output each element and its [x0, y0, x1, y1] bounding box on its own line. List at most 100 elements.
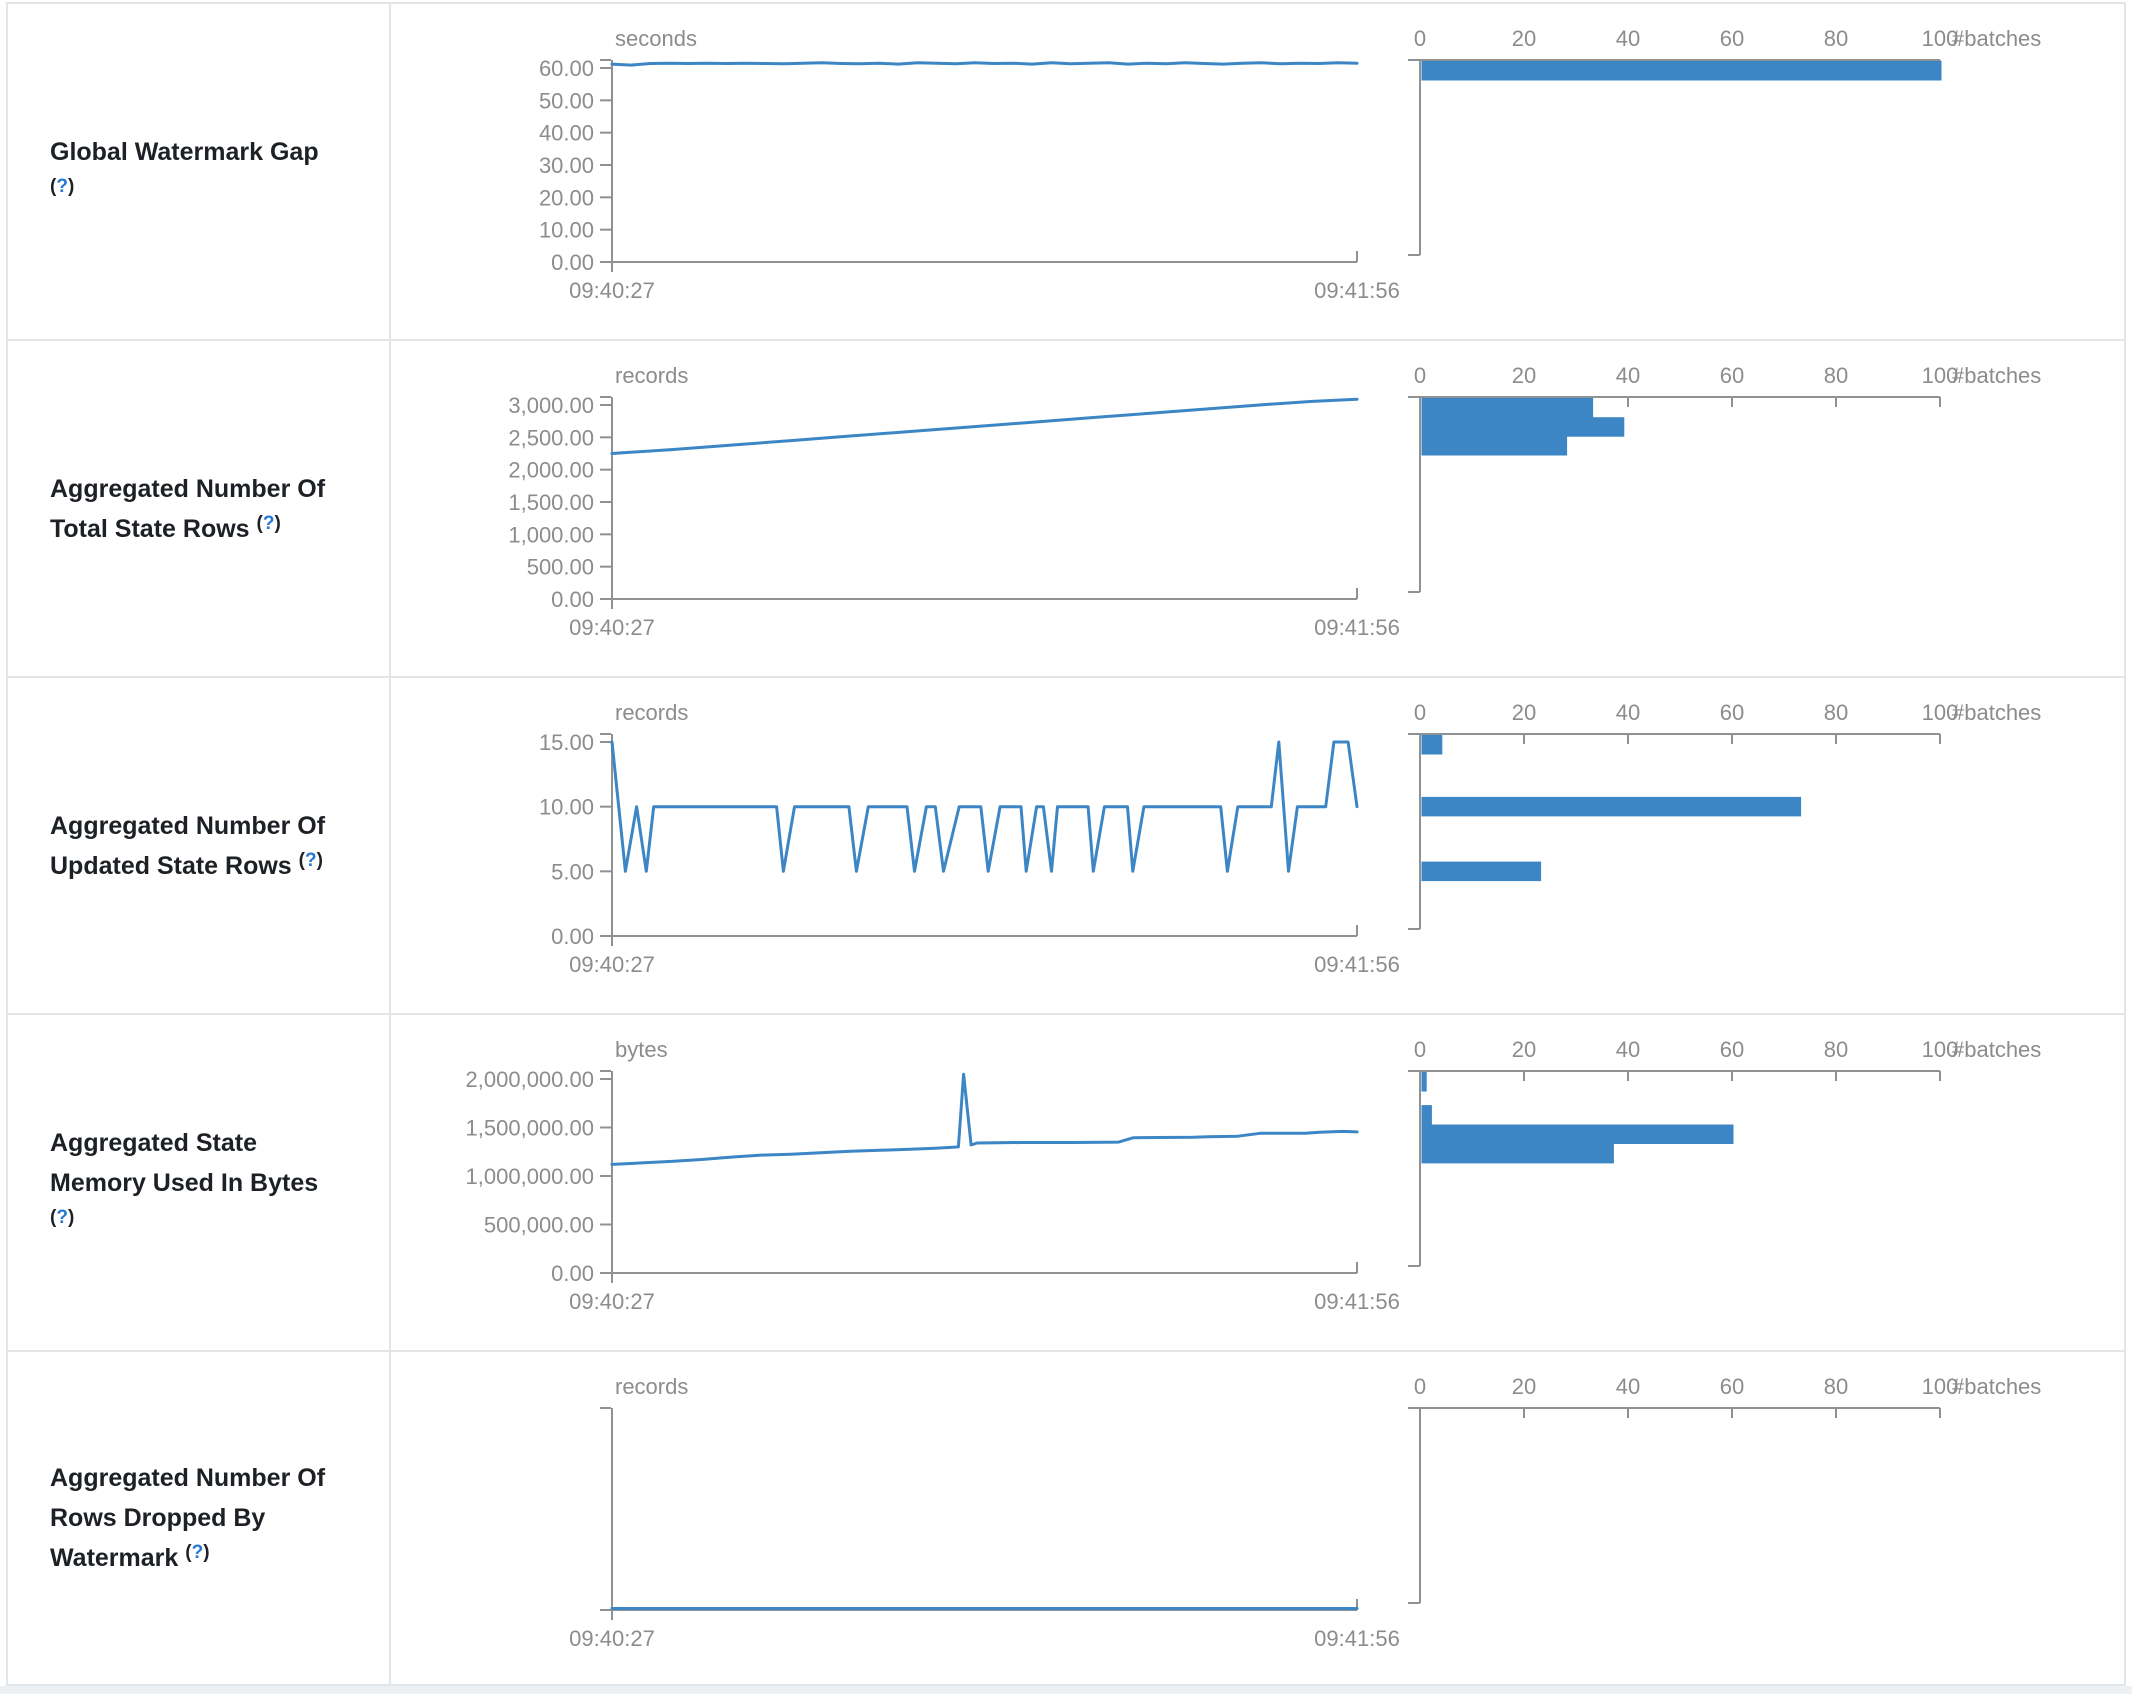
hist-x-tick-label: 0 — [1414, 1374, 1426, 1399]
hist-x-tick-label: 40 — [1616, 1374, 1640, 1399]
histogram-bar — [1421, 398, 1594, 418]
x-tick-label-end: 09:41:56 — [1314, 1289, 1400, 1314]
help-question-icon[interactable]: ? — [262, 512, 275, 534]
y-tick-label: 60.00 — [539, 56, 594, 81]
help-paren-close: ) — [203, 1542, 210, 1563]
timeline-and-histogram-chart: records 09:40:27 09:41:56 0 20 40 60 80 100#batc… — [569, 1374, 2041, 1651]
metric-label-cell: Aggregated Number Of Total State Rows (?… — [8, 341, 391, 676]
hist-x-tick-label: 40 — [1616, 26, 1640, 51]
y-tick-label: 0.00 — [551, 924, 594, 949]
y-tick-label: 15.00 — [539, 730, 594, 755]
y-tick-label: 2,500.00 — [508, 425, 594, 450]
metric-label-cell: Aggregated Number Of Updated State Rows … — [8, 678, 391, 1013]
metric-label: Global Watermark Gap (?) — [50, 132, 346, 212]
line-series — [610, 397, 1359, 455]
charts-cell: records 09:40:27 09:41:56 0 20 40 60 80 100 #batc… — [391, 1352, 2124, 1684]
histogram-bar — [1421, 417, 1625, 437]
metric-row: Aggregated Number Of Rows Dropped By Wat… — [8, 1352, 2124, 1684]
y-tick-label: 0.00 — [551, 1261, 594, 1286]
x-tick-label-end: 09:41:56 — [1314, 278, 1400, 303]
hist-x-tick-label: 60 — [1720, 700, 1744, 725]
metric-label: Aggregated State Memory Used In Bytes (?… — [50, 1123, 346, 1243]
unit-label: records — [615, 1374, 688, 1399]
help-paren-close: ) — [67, 1206, 75, 1228]
histogram-bar — [1421, 436, 1568, 456]
metric-name: Aggregated Number Of Rows Dropped By Wat… — [50, 1464, 326, 1572]
page-bottom-gap — [0, 1686, 2132, 1694]
histogram-bar — [1421, 1124, 1734, 1144]
y-tick-label: 2,000.00 — [508, 458, 594, 483]
metric-name: Aggregated Number Of Updated State Rows — [50, 811, 326, 880]
y-tick-label: 30.00 — [539, 153, 594, 178]
hist-x-tick-label: 0 — [1414, 700, 1426, 725]
metric-name: Aggregated State Memory Used In Bytes — [50, 1128, 319, 1197]
hist-unit-label: #batches — [1952, 1037, 2041, 1062]
y-tick-label: 0.00 — [551, 587, 594, 612]
metric-label-cell: Aggregated Number Of Rows Dropped By Wat… — [8, 1352, 391, 1684]
timeline-and-histogram-chart: records 15.00 10.00 5.00 0.00 09:40:27 09:41:5… — [539, 700, 2041, 977]
y-tick-label: 50.00 — [539, 88, 594, 113]
help-question-icon[interactable]: ? — [191, 1542, 204, 1563]
x-tick-label-start: 09:40:27 — [569, 1289, 655, 1314]
x-tick-label-end: 09:41:56 — [1314, 615, 1400, 640]
help-link[interactable]: (?) — [257, 513, 281, 534]
hist-x-tick-label: 0 — [1414, 26, 1426, 51]
y-tick-label: 500,000.00 — [484, 1213, 594, 1238]
metric-row: Global Watermark Gap (?) seconds 60.00 50.… — [8, 4, 2124, 341]
histogram-bar — [1421, 61, 1942, 81]
metric-row: Aggregated Number Of Updated State Rows … — [8, 678, 2124, 1015]
x-tick-label-start: 09:40:27 — [569, 952, 655, 977]
timeline-and-histogram-chart: bytes 2,000,000.00 1,500,000.00 1,000,000.0… — [466, 1037, 2042, 1314]
hist-x-tick-label: 40 — [1616, 700, 1640, 725]
y-tick-label: 1,500,000.00 — [466, 1116, 594, 1141]
metric-row: Aggregated State Memory Used In Bytes (?… — [8, 1015, 2124, 1352]
y-tick-label: 10.00 — [539, 218, 594, 243]
unit-label: seconds — [615, 26, 697, 51]
hist-x-tick-label: 100 — [1922, 1037, 1959, 1062]
hist-x-tick-label: 40 — [1616, 1037, 1640, 1062]
help-paren-open: ( — [185, 1542, 192, 1563]
timeline-and-histogram-chart: records 3,000.00 2,500.00 2,000.00 1,500.00 1… — [508, 363, 2041, 640]
charts-cell: bytes 2,000,000.00 1,500,000.00 1,000,000.0… — [391, 1015, 2124, 1350]
unit-label: records — [615, 363, 688, 388]
y-tick-label: 2,000,000.00 — [466, 1067, 594, 1092]
histogram-bar — [1421, 796, 1802, 817]
y-tick-label: 5.00 — [551, 859, 594, 884]
charts-cell: records 15.00 10.00 5.00 0.00 09:40:27 09:41:5… — [391, 678, 2124, 1013]
histogram-bar — [1421, 735, 1443, 755]
help-link[interactable]: (?) — [50, 1207, 74, 1228]
metric-label: Aggregated Number Of Rows Dropped By Wat… — [50, 1458, 346, 1578]
hist-unit-label: #batches — [1952, 26, 2041, 51]
x-tick-label-end: 09:41:56 — [1314, 1626, 1400, 1651]
hist-x-tick-label: 80 — [1824, 1037, 1848, 1062]
x-tick-label-end: 09:41:56 — [1314, 952, 1400, 977]
help-paren-open: ( — [298, 849, 305, 871]
unit-label: bytes — [615, 1037, 668, 1062]
x-tick-label-start: 09:40:27 — [569, 615, 655, 640]
help-paren-open: ( — [50, 175, 57, 197]
hist-x-tick-label: 80 — [1824, 363, 1848, 388]
hist-x-tick-label: 80 — [1824, 700, 1848, 725]
hist-x-tick-label: 60 — [1720, 1374, 1744, 1399]
hist-x-tick-label: 20 — [1512, 1037, 1536, 1062]
x-tick-label-start: 09:40:27 — [569, 278, 655, 303]
y-tick-label: 1,500.00 — [508, 490, 594, 515]
help-link[interactable]: (?) — [50, 176, 74, 197]
hist-x-tick-label: 100 — [1922, 1374, 1959, 1399]
hist-unit-label: #batches — [1952, 363, 2041, 388]
hist-x-tick-label: 60 — [1720, 26, 1744, 51]
help-question-icon[interactable]: ? — [56, 1206, 68, 1228]
histogram-bar — [1421, 1143, 1614, 1164]
y-tick-label: 20.00 — [539, 185, 594, 210]
metric-name: Aggregated Number Of Total State Rows — [50, 474, 326, 543]
y-tick-label: 500.00 — [527, 555, 594, 580]
help-paren-close: ) — [316, 849, 323, 871]
y-tick-label: 1,000,000.00 — [466, 1164, 594, 1189]
help-question-icon[interactable]: ? — [56, 175, 68, 197]
help-link[interactable]: (?) — [299, 850, 323, 871]
help-question-icon[interactable]: ? — [304, 849, 317, 871]
hist-x-tick-label: 100 — [1922, 26, 1959, 51]
histogram-bar — [1421, 1105, 1432, 1125]
help-link[interactable]: (?) — [185, 1542, 209, 1563]
hist-x-tick-label: 20 — [1512, 700, 1536, 725]
